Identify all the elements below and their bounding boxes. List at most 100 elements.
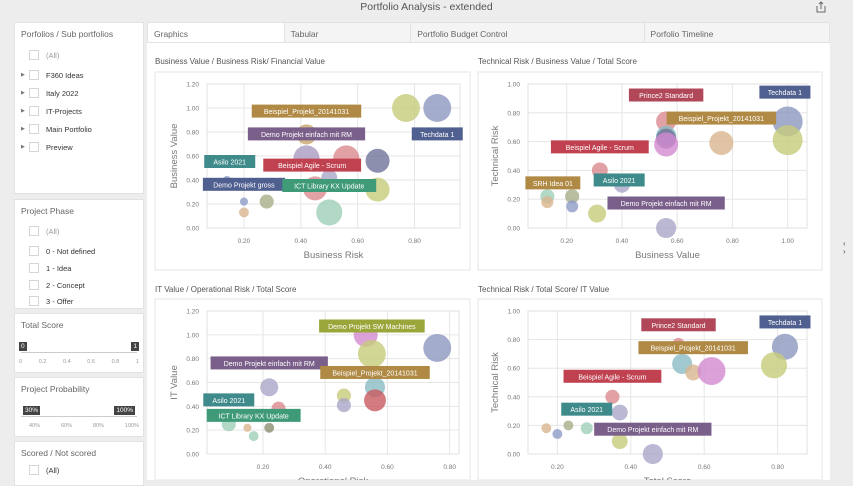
slider-min-handle[interactable]: 30% [23,406,41,415]
filter-item[interactable]: ▶ Italy 2022 [21,87,79,99]
bubble-chart: IT Value / Operational Risk / Total Scor… [154,285,471,480]
bubble[interactable] [260,378,279,397]
y-tick-label: 0.00 [186,226,199,233]
plot-area [206,310,460,455]
checkbox[interactable] [29,226,39,236]
bubble[interactable] [392,94,420,122]
checkbox[interactable] [29,296,39,306]
filter-item-all[interactable]: (All) [29,464,59,476]
slider-min-handle[interactable]: 0 [19,342,27,351]
bubble[interactable] [364,389,386,412]
slider-ticks: 40% 60% 80% 100% [29,423,139,429]
checkbox[interactable] [29,50,39,60]
bubble[interactable] [248,431,259,442]
share-icon[interactable] [815,1,827,13]
filter-item[interactable]: ▶ Main Portfolio [21,123,92,135]
bubble[interactable] [656,217,677,239]
bubble[interactable] [588,204,607,223]
filter-item[interactable]: 2 - Concept [29,279,85,291]
bubble[interactable] [563,420,574,431]
bubble[interactable] [611,404,628,421]
bubble[interactable] [654,132,679,157]
data-label-bg [561,402,613,416]
bubble[interactable] [243,423,252,432]
data-label-text: ICT Library KX Update [219,413,289,420]
checkbox[interactable] [29,106,39,116]
filter-item[interactable]: ▶ IT-Projects [21,105,82,117]
tick-label: 0.2 [38,359,47,365]
filter-item[interactable]: 1 - Idea [29,262,71,274]
checkbox[interactable] [29,142,39,152]
bubble[interactable] [423,94,452,122]
item-label: 2 - Concept [46,280,85,290]
bubble[interactable] [611,433,628,450]
checkbox[interactable] [29,88,39,98]
data-label-bg [320,365,430,379]
tab-portfolio-timeline[interactable]: Porfolio Timeline [650,29,714,39]
tick-label: 0.4 [63,359,71,365]
data-label-bg [263,158,362,172]
slider-max-handle[interactable]: 1 [131,342,139,351]
slider-max-handle[interactable]: 100% [114,406,135,415]
filter-item[interactable]: 3 - Offer [29,295,73,307]
expand-arrow-icon[interactable]: ▶ [21,126,25,132]
bubble[interactable] [264,422,275,433]
tab-bar: Graphics Tabular Portfolio Budget Contro… [147,22,830,43]
checkbox[interactable] [29,246,39,256]
bubble[interactable] [336,398,351,413]
item-label: Italy 2022 [46,88,79,98]
bubble[interactable] [541,196,554,209]
y-tick-label: 0.00 [507,226,520,233]
bubble[interactable] [316,199,343,226]
checkbox[interactable] [29,465,39,475]
total-score-slider[interactable] [21,352,137,353]
bubble[interactable] [772,125,803,156]
bubble[interactable] [565,189,580,204]
bubble[interactable] [239,197,249,206]
bubble[interactable] [423,333,452,362]
expand-arrow-icon[interactable]: ▶ [21,72,25,78]
data-label-bg [628,88,704,102]
filter-item[interactable]: 0 - Not defined [29,245,95,257]
filter-item-all[interactable]: (All) [29,49,59,61]
filter-item[interactable]: ▶ Preview [21,141,73,153]
bubble[interactable] [239,207,249,218]
data-label-text: Techdata 1 [768,90,802,97]
tab-tabular[interactable]: Tabular [285,23,412,42]
y-tick-label: 0.20 [507,423,520,430]
bubble[interactable] [552,429,563,439]
bubble[interactable] [541,423,552,434]
x-tick-label: 0.40 [616,238,629,245]
expand-arrow-icon[interactable]: ▶ [21,90,25,96]
checkbox[interactable] [29,70,39,80]
data-label: Beispiel Agile - Scrum [263,158,362,172]
y-tick-label: 1.20 [186,82,199,89]
data-label: Demo Projekt SW Machines [319,319,425,333]
data-label: ICT Library KX Update [206,408,301,422]
checkbox[interactable] [29,280,39,290]
bubble[interactable] [685,364,702,381]
bubble[interactable] [697,357,726,386]
collapse-chevron-icon[interactable]: ‹ › [843,239,846,256]
checkbox[interactable] [29,263,39,273]
probability-slider[interactable] [21,416,137,417]
bubble[interactable] [259,194,274,209]
bubble[interactable] [566,200,579,213]
expand-arrow-icon[interactable]: ▶ [21,144,25,150]
filter-item[interactable]: ▶ F360 Ideas [21,69,84,81]
filter-item-all[interactable]: (All) [29,225,59,237]
data-label: Prince2 Standard [641,318,716,332]
bubble[interactable] [642,443,663,465]
bubble[interactable] [709,131,734,156]
bubble[interactable] [605,389,620,404]
bubble[interactable] [365,148,390,173]
tab-graphics[interactable]: Graphics [148,23,285,42]
tab-portfolio-budget-control[interactable]: Portfolio Budget Control [411,23,645,42]
expand-arrow-icon[interactable]: ▶ [21,108,25,114]
checkbox[interactable] [29,124,39,134]
bubble[interactable] [357,339,386,368]
bubble[interactable] [760,352,788,379]
data-label: Techdata 1 [411,127,463,141]
bubble[interactable] [580,422,593,435]
